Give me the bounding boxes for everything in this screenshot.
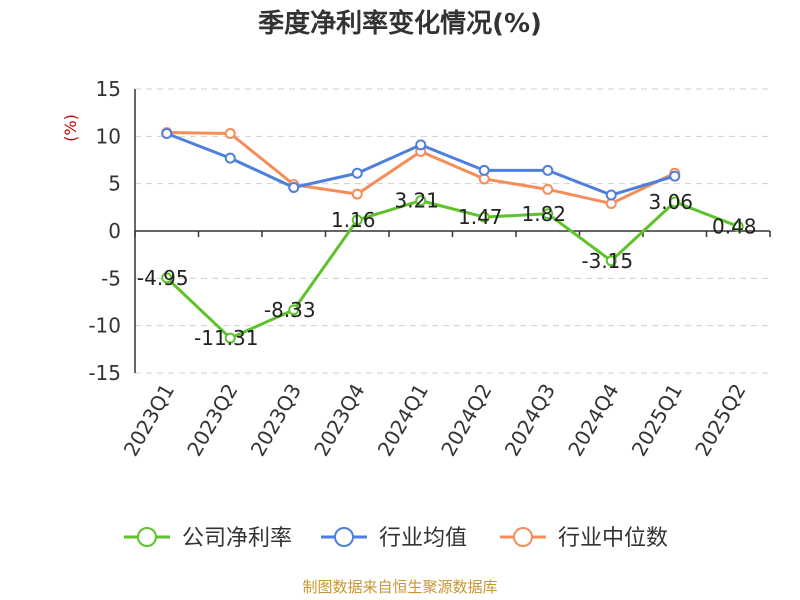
data-labels: -4.95 -11.31-8.33 1.16 3.21 1.47 1.82 -3.15 3.0… [137,189,757,350]
y-tick-label: -5 [101,266,121,290]
x-tick-label: 2024Q1 [373,380,433,461]
data-point[interactable] [351,167,363,179]
data-point[interactable] [288,304,300,316]
data-point[interactable] [161,127,173,139]
data-point[interactable] [669,196,681,208]
y-tick-label: 10 [96,124,121,148]
data-point[interactable] [605,189,617,201]
x-tick-label: 2025Q1 [627,380,687,461]
data-point[interactable] [478,164,490,176]
y-tick-label: -10 [88,314,121,338]
data-label: -4.95 [137,266,189,290]
data-source-note: 制图数据来自恒生聚源数据库 [302,578,497,596]
legend-marker-icon [513,527,533,547]
data-label: 3.06 [648,190,693,214]
data-point[interactable] [542,208,554,220]
legend-item[interactable]: 公司净利率 [124,526,292,551]
data-label: -8.33 [264,298,316,322]
legend-marker-icon [137,527,157,547]
data-point[interactable] [605,255,617,267]
data-label: 3.21 [394,189,439,213]
x-tick-label: 2024Q4 [563,380,623,461]
legend-label: 公司净利率 [182,526,292,551]
data-point[interactable] [224,127,236,139]
x-tick-label: 2024Q2 [436,380,496,461]
data-label: 1.16 [331,208,376,232]
x-tick-label: 2023Q2 [182,380,242,461]
x-tick-label: 2024Q3 [500,380,560,461]
x-tick-label: 2023Q4 [309,380,369,461]
data-label: 1.82 [521,202,566,226]
data-point[interactable] [732,220,744,232]
y-tick-label: 15 [96,77,121,101]
x-tick-label: 2023Q1 [119,380,179,461]
data-label: 1.47 [458,205,503,229]
data-point[interactable] [478,211,490,223]
x-tick-label: 2023Q3 [246,380,306,461]
series-line [165,199,739,340]
data-point[interactable] [415,195,427,207]
legend-label: 行业中位数 [558,526,668,551]
data-point[interactable] [351,188,363,200]
legend-label: 行业均值 [379,526,467,551]
chart-title: 季度净利率变化情况(%) [258,8,542,39]
y-tick-label: 0 [108,219,121,243]
y-axis-unit: (%) [61,114,80,142]
y-tick-label: -15 [88,361,121,385]
data-point[interactable] [288,181,300,193]
data-point[interactable] [542,183,554,195]
x-tick-label: 2025Q2 [690,380,750,461]
data-label: -11.31 [194,326,258,350]
y-tick-label: 5 [108,172,121,196]
legend-item[interactable]: 行业中位数 [500,526,668,551]
data-point[interactable] [415,139,427,151]
data-point[interactable] [224,152,236,164]
series-lines [161,127,744,344]
data-label: 0.48 [712,214,757,238]
data-label: -3.15 [581,249,633,273]
legend-item[interactable]: 行业均值 [321,526,467,551]
data-point[interactable] [351,214,363,226]
data-point[interactable] [161,272,173,284]
legend[interactable]: 公司净利率 行业均值 行业中位数 [124,526,668,551]
legend-marker-icon [334,527,354,547]
data-point[interactable] [224,332,236,344]
data-point[interactable] [542,164,554,176]
data-point[interactable] [669,170,681,182]
